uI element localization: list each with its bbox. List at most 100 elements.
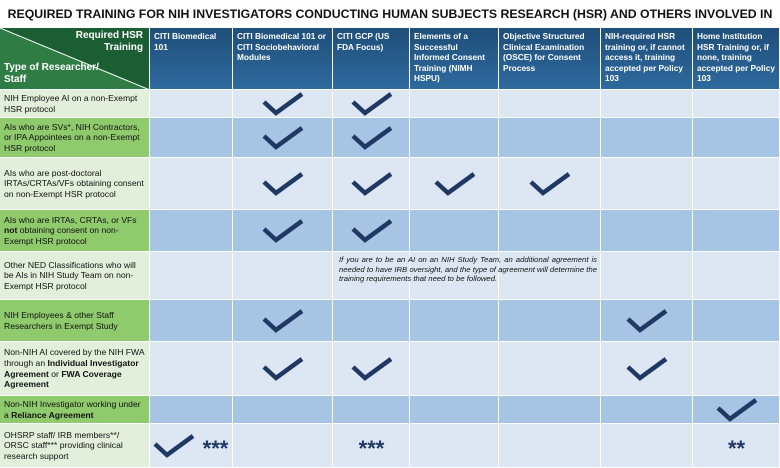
title: REQUIRED TRAINING FOR NIH INVESTIGATORS …: [7, 7, 773, 49]
table-cell: [150, 342, 233, 396]
table-cell: [499, 90, 601, 118]
check-mark: [262, 309, 304, 333]
table-cell: [333, 300, 410, 342]
table-cell: [693, 210, 780, 252]
check-mark: [350, 357, 392, 381]
check-mark: [262, 172, 304, 196]
label-segment: not: [4, 225, 18, 236]
label-segment: AIs who are IRTAs, CRTAs, or VFs: [4, 214, 137, 225]
row-label: AIs who are IRTAs, CRTAs, or VFs not obt…: [0, 210, 150, 252]
row-label: Non-NIH Investigator working under a Rel…: [0, 396, 150, 424]
row-label-text: Non-NIH AI covered by the NIH FWA throug…: [4, 347, 145, 389]
check-mark: [350, 219, 392, 243]
table-cell: [233, 396, 333, 424]
row-label-text: NIH Employee AI on a non-Exempt HSR prot…: [4, 93, 145, 114]
table-cell: [693, 118, 780, 158]
table-cell: [233, 158, 333, 210]
table-cell: [499, 424, 601, 468]
table-cell: [601, 118, 693, 158]
table-cell: [499, 118, 601, 158]
row-label-text: AIs who are IRTAs, CRTAs, or VFs not obt…: [4, 215, 145, 247]
table-cell: [333, 118, 410, 158]
table-cell: [499, 252, 601, 300]
row-label: NIH Employee AI on a non-Exempt HSR prot…: [0, 90, 150, 118]
table-cell: [601, 396, 693, 424]
label-segment: obtaining consent on non-Exempt HSR prot…: [4, 225, 119, 246]
table-cell: [233, 342, 333, 396]
table-cell: [410, 396, 499, 424]
table-cell: [233, 118, 333, 158]
table-cell: [333, 252, 410, 300]
column-header: Home Institution HSR Training or, if non…: [693, 28, 780, 90]
row-label-text: OHSRP staff/ IRB members**/ ORSC staff**…: [4, 430, 145, 462]
table-cell: [410, 90, 499, 118]
footnote-mark: ***: [202, 436, 229, 461]
check-mark: [350, 126, 392, 150]
check-mark: [433, 172, 475, 196]
table-cell: [333, 396, 410, 424]
check-mark: [262, 219, 304, 243]
table-cell: [693, 300, 780, 342]
table-cell: [601, 210, 693, 252]
check-mark: [153, 434, 195, 458]
table-cell: [150, 158, 233, 210]
table-cell: [410, 118, 499, 158]
table-cell: [693, 342, 780, 396]
table-cell: [601, 252, 693, 300]
table-cell: [410, 424, 499, 468]
label-segment: Individual Investigator Agreement: [4, 357, 139, 379]
row-label: Non-NIH AI covered by the NIH FWA throug…: [0, 342, 150, 396]
table-cell: [410, 158, 499, 210]
row-label: Other NED Classifications who will be AI…: [0, 252, 150, 300]
table-cell: [601, 158, 693, 210]
column-header: NIH-required HSR training or, if cannot …: [601, 28, 693, 90]
table-cell: [601, 300, 693, 342]
table-cell: [410, 300, 499, 342]
table-cell: [150, 90, 233, 118]
table-cell: [693, 396, 780, 424]
check-mark: [715, 398, 757, 422]
check-mark: [350, 92, 392, 116]
check-mark: [350, 172, 392, 196]
label-segment: NIH Employees & other Staff Researchers …: [4, 309, 118, 331]
check-mark: [262, 92, 304, 116]
table-cell: [233, 90, 333, 118]
table-cell: [333, 158, 410, 210]
table-cell: [693, 158, 780, 210]
table-cell: [333, 210, 410, 252]
row-label: AIs who are post-doctoral IRTAs/CRTAs/VF…: [0, 158, 150, 210]
row-label-text: NIH Employees & other Staff Researchers …: [4, 310, 145, 331]
table-cell: [233, 424, 333, 468]
table-cell: [499, 300, 601, 342]
table-cell: [499, 396, 601, 424]
footnote-mark: ***: [358, 436, 385, 461]
check-mark: [626, 357, 668, 381]
table-cell: [410, 210, 499, 252]
table-cell: [150, 118, 233, 158]
row-label-text: Other NED Classifications who will be AI…: [4, 260, 145, 292]
table-cell: [333, 90, 410, 118]
column-header: Elements of a Successful Informed Consen…: [410, 28, 499, 90]
table-cell: [233, 252, 333, 300]
table-cell: [499, 210, 601, 252]
table-cell: [150, 300, 233, 342]
table-cell: [233, 210, 333, 252]
column-header: Objective Structured Clinical Examinatio…: [499, 28, 601, 90]
table-cell: [499, 342, 601, 396]
label-segment: AIs who are post-doctoral IRTAs/CRTAs/VF…: [4, 167, 144, 199]
label-segment: NIH Employee AI on a non-Exempt HSR prot…: [4, 92, 138, 114]
table-cell: [601, 342, 693, 396]
corner-top: Required HSR Training: [75, 30, 143, 53]
footnote-mark: **: [727, 436, 746, 461]
check-mark: [626, 309, 668, 333]
table-cell: [601, 424, 693, 468]
label-segment: Non-NIH Investigator working under a: [4, 398, 141, 420]
corner-diagonal: [0, 28, 149, 89]
label-segment: or: [48, 368, 62, 379]
table-cell: [150, 210, 233, 252]
column-header: CITI Biomedical 101: [150, 28, 233, 90]
table-cell: [333, 424, 410, 468]
column-header: CITI GCP (US FDA Focus): [333, 28, 410, 90]
table-cell: [150, 396, 233, 424]
